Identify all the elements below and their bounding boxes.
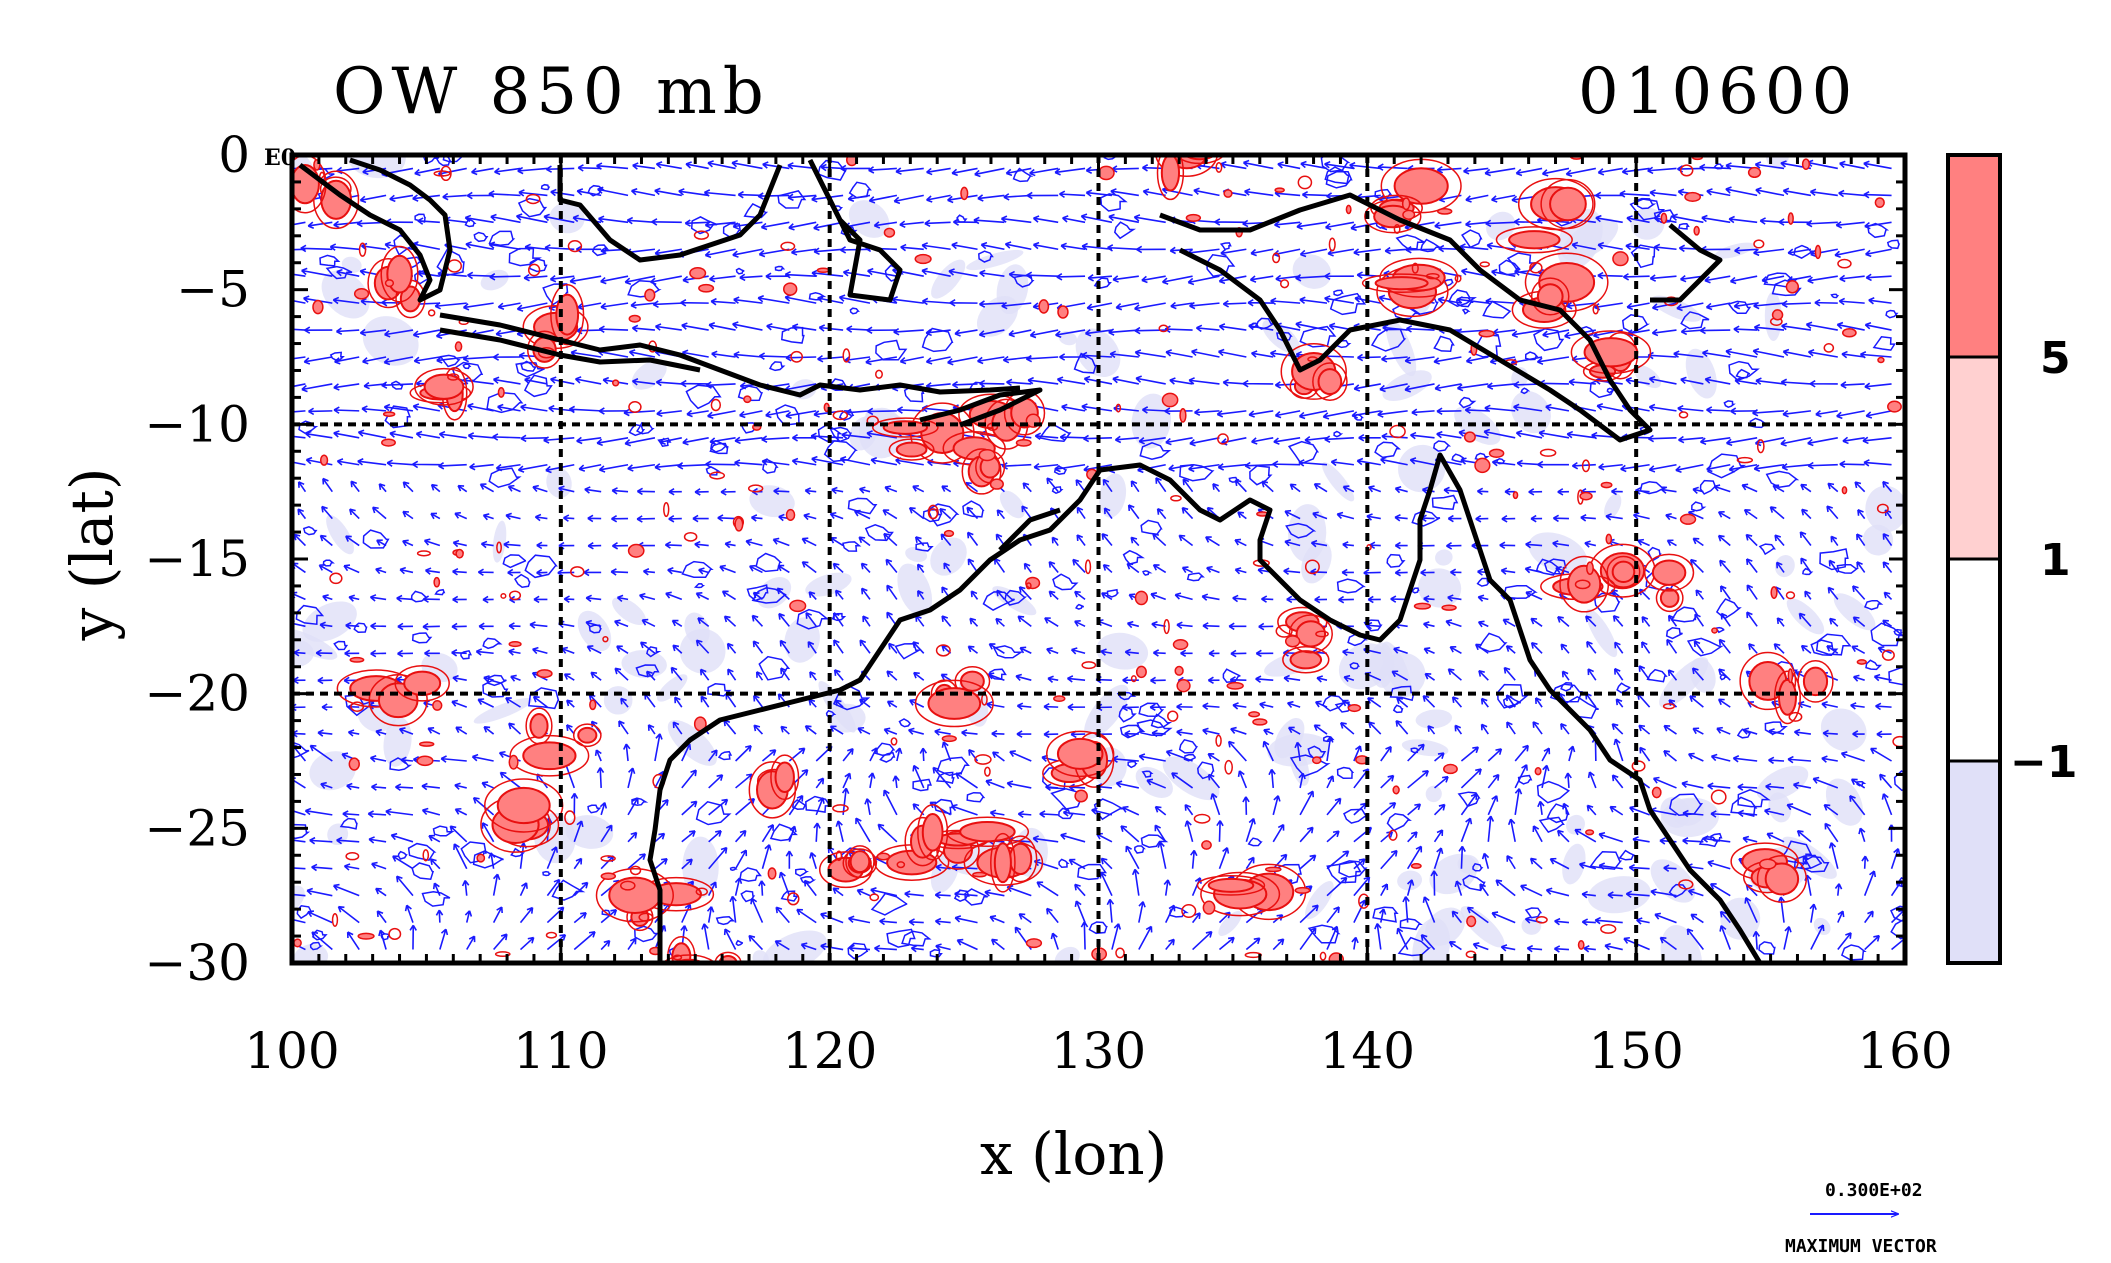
legend-band-neutral	[1948, 559, 2000, 761]
y-tick-label: −10	[144, 395, 250, 453]
x-tick-label: 150	[1588, 1022, 1683, 1080]
legend-label-5: 5	[2040, 333, 2071, 384]
x-tick-label: 140	[1320, 1022, 1415, 1080]
wind-vectors	[292, 159, 1905, 953]
legend-band-low	[1948, 761, 2000, 963]
y-axis-title: y (lat)	[58, 467, 126, 641]
plot-title: OW 850 mb	[333, 55, 770, 129]
colorbar-legend: 5 1 −1	[1946, 153, 2077, 965]
x-tick-label: 110	[513, 1022, 608, 1080]
y-tick-label: −15	[144, 530, 250, 588]
negative-ow-shading	[292, 155, 1905, 963]
x-tick-label: 130	[1051, 1022, 1146, 1080]
legend-label-1: 1	[2040, 535, 2071, 586]
plot-timestamp: 010600	[1578, 55, 1859, 129]
y-axis-ticks: 0 −5 −10 −15 −20 −25 −30	[144, 126, 250, 992]
x-tick-label: 120	[782, 1022, 877, 1080]
y-tick-label: −20	[144, 665, 250, 723]
legend-band-high	[1948, 155, 2000, 357]
legend-band-mid	[1948, 357, 2000, 559]
corner-label: E0	[264, 145, 296, 171]
frame-ticks	[290, 153, 1907, 965]
vector-key-label: MAXIMUM VECTOR	[1785, 1236, 1937, 1257]
x-tick-label: 100	[244, 1022, 339, 1080]
vector-key-magnitude: 0.300E+02	[1825, 1180, 1923, 1201]
y-tick-label: −25	[144, 799, 250, 857]
y-tick-label: 0	[218, 126, 250, 184]
x-axis-ticks: 100 110 120 130 140 150 160	[244, 1022, 1952, 1080]
vector-key: 0.300E+02 MAXIMUM VECTOR	[1785, 1180, 1937, 1257]
y-tick-label: −5	[176, 261, 250, 319]
lat-lon-grid	[292, 155, 1905, 963]
x-tick-label: 160	[1857, 1022, 1952, 1080]
y-tick-label: −30	[144, 934, 250, 992]
x-axis-title: x (lon)	[980, 1120, 1168, 1188]
legend-label-neg1: −1	[2010, 737, 2077, 788]
